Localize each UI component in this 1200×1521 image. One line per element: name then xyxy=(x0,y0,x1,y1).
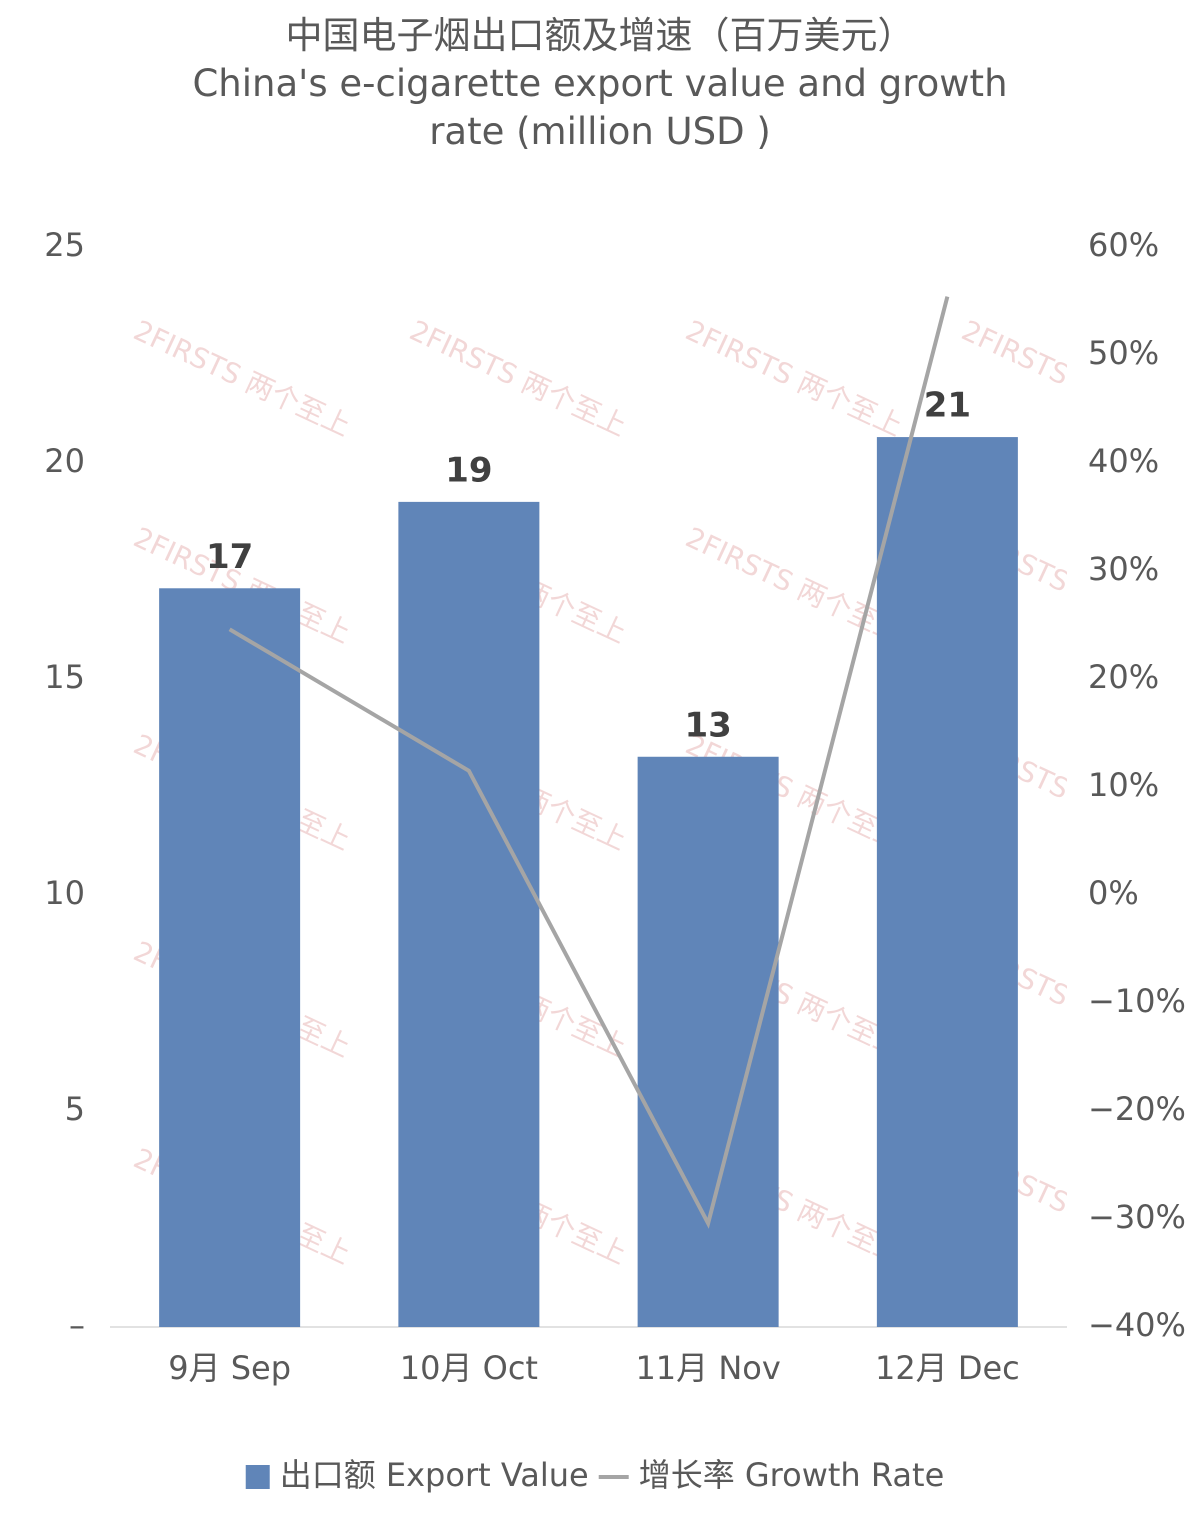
y2-tick-label: 60% xyxy=(1088,226,1159,264)
chart-subtitle: China's e-cigarette export value and gro… xyxy=(192,62,1008,153)
y2-tick-label: 30% xyxy=(1088,550,1159,588)
value-label: 21 xyxy=(924,386,971,426)
value-label: 13 xyxy=(684,705,731,745)
bar xyxy=(637,756,779,1327)
bar xyxy=(876,437,1018,1328)
value-label: 19 xyxy=(445,450,492,490)
bar xyxy=(159,588,301,1327)
value-label: 17 xyxy=(206,537,253,577)
legend-label: 增长率 Growth Rate xyxy=(639,1456,945,1494)
legend-swatch xyxy=(245,1465,270,1489)
x-tick-label: 9月 Sep xyxy=(168,1349,291,1387)
y-tick-label: 25 xyxy=(44,226,85,264)
y-tick-label: 5 xyxy=(65,1090,85,1128)
y-tick-label: – xyxy=(69,1306,85,1344)
y2-tick-label: −10% xyxy=(1088,982,1186,1020)
x-tick-label: 10月 Oct xyxy=(400,1349,538,1387)
y2-tick-label: 50% xyxy=(1088,334,1159,372)
x-tick-label: 11月 Nov xyxy=(635,1349,780,1387)
y2-tick-label: −40% xyxy=(1088,1306,1186,1344)
line xyxy=(228,296,950,1229)
watermark: 2FIRSTS 两个至上 xyxy=(129,314,356,443)
y2-tick-label: 20% xyxy=(1088,658,1159,696)
legend-label: 出口额 Export Value xyxy=(280,1456,589,1494)
y-tick-label: 15 xyxy=(44,658,85,696)
header: 中国电子烟出口额及增速（百万美元） China's e-cigarette ex… xyxy=(150,12,1050,156)
y2-tick-label: 40% xyxy=(1088,442,1159,480)
y2-tick-label: 0% xyxy=(1088,874,1139,912)
y2-tick-label: −20% xyxy=(1088,1090,1186,1128)
bar xyxy=(398,501,540,1327)
y-tick-label: 20 xyxy=(44,442,85,480)
x-tick-label: 12月 Dec xyxy=(875,1349,1020,1387)
y-tick-label: 10 xyxy=(44,874,85,912)
y2-tick-label: −30% xyxy=(1088,1198,1186,1236)
watermark: 2FIRSTS 两个至上 xyxy=(681,314,908,443)
legend: 出口额 Export Value 增长率 Growth Rate xyxy=(245,1456,945,1494)
y2-tick-label: 10% xyxy=(1088,766,1159,804)
watermark: 2FIRSTS 两个至上 xyxy=(405,314,632,443)
chart-title: 中国电子烟出口额及增速（百万美元） xyxy=(285,14,915,57)
